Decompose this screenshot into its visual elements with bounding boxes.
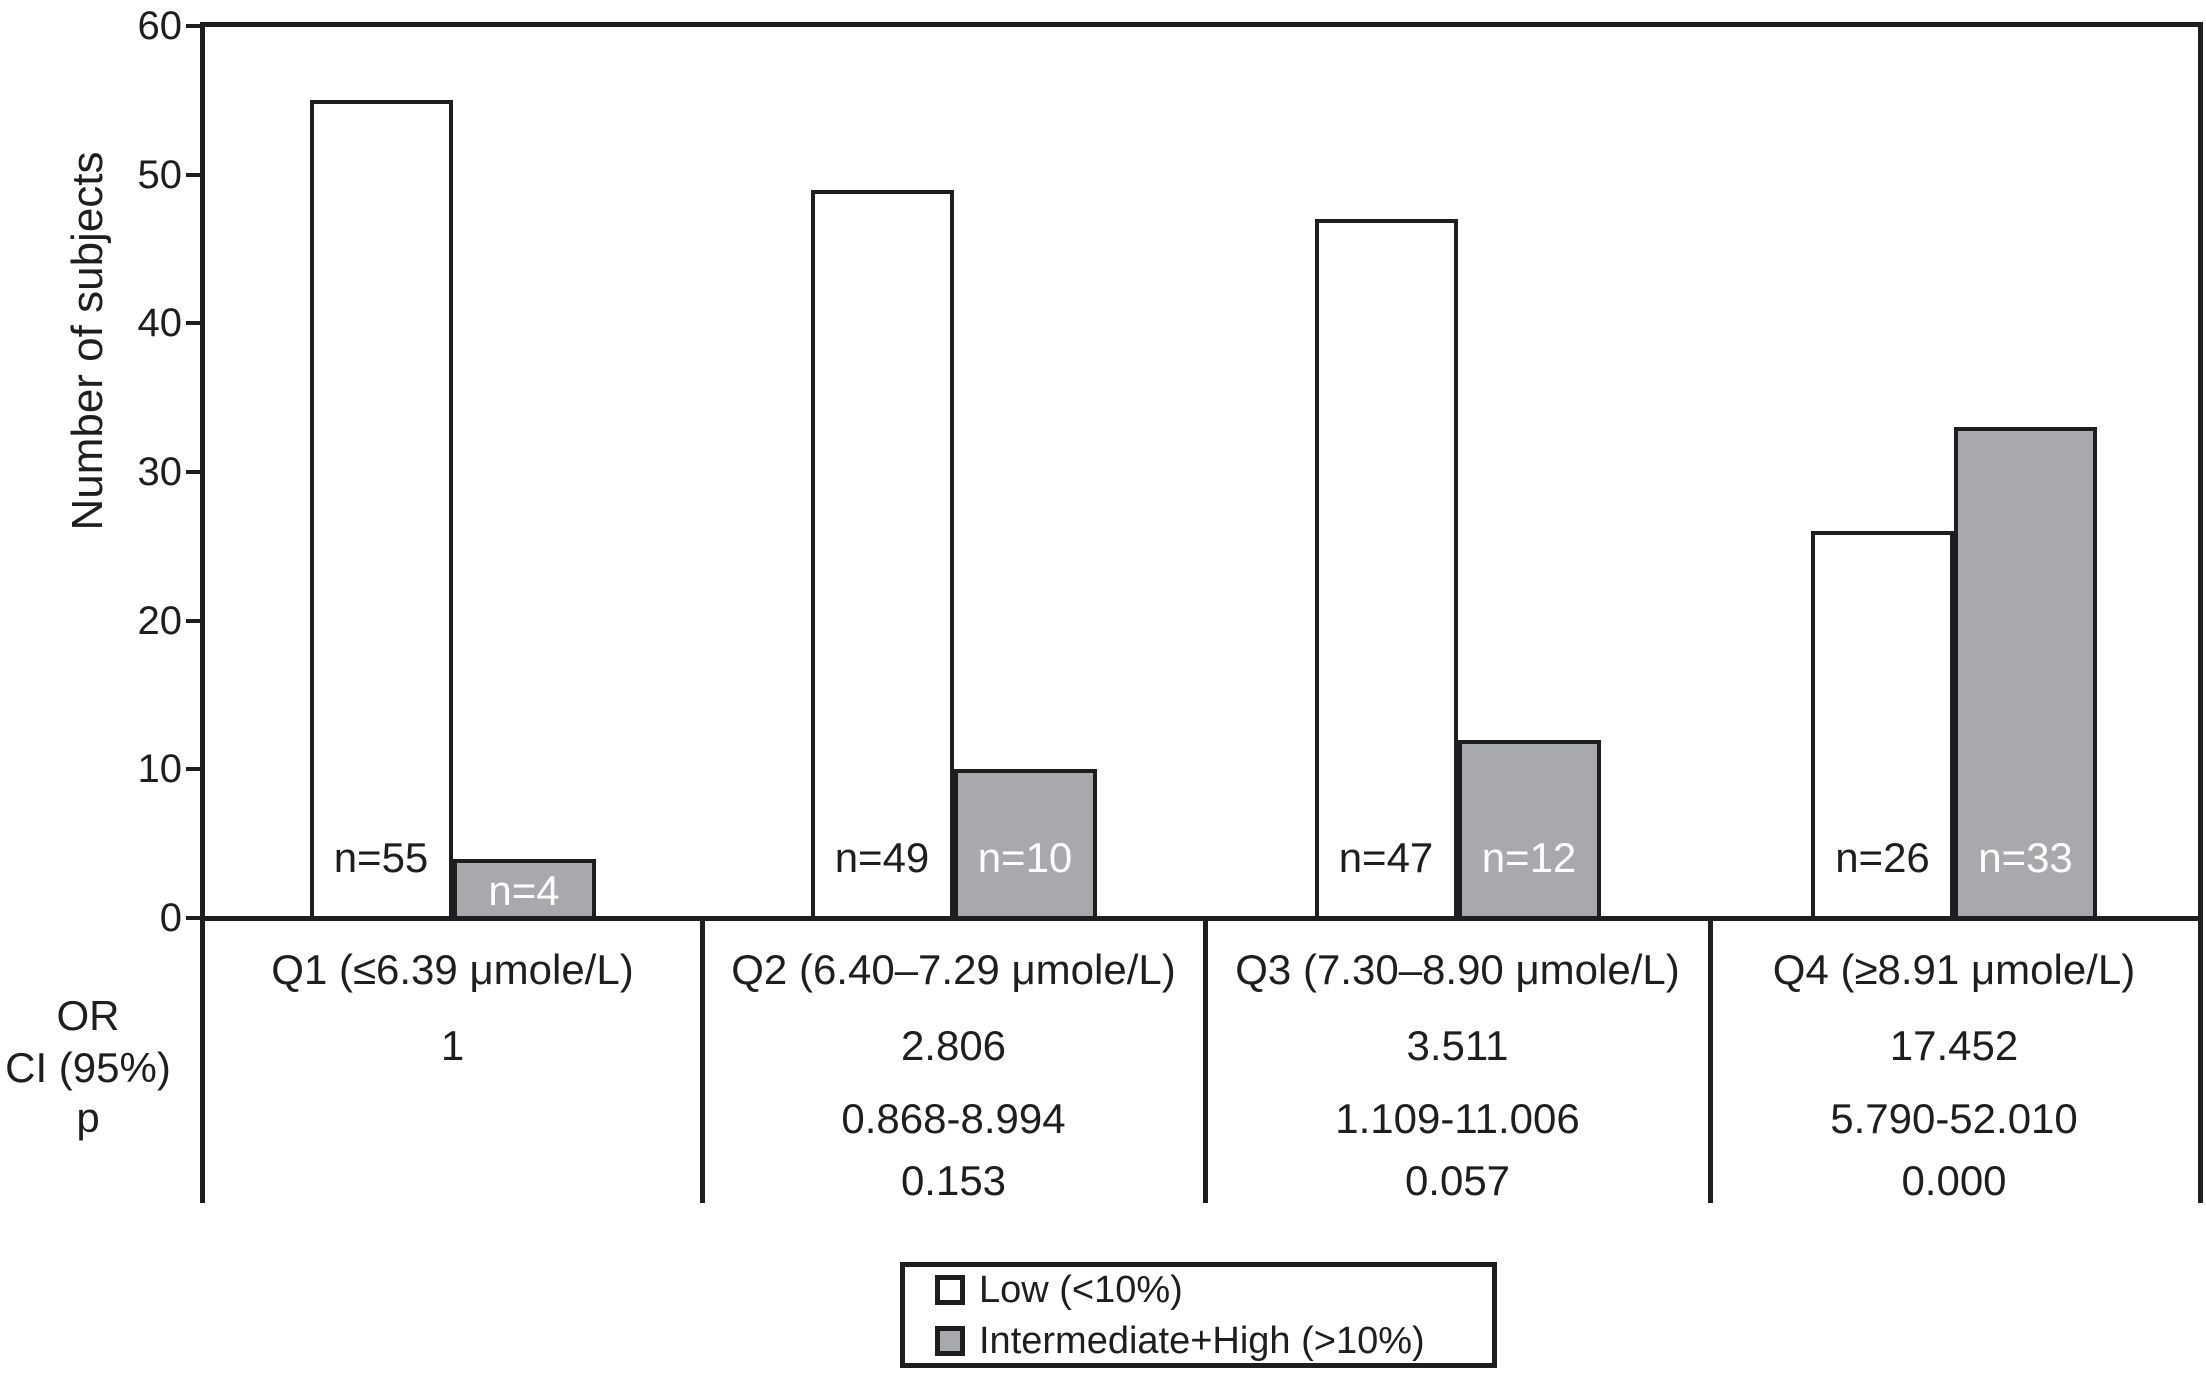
column-divider (1708, 916, 1713, 1203)
y-tick-label: 30 (137, 449, 183, 494)
bar-low (1811, 531, 1954, 920)
y-tick-mark (186, 172, 203, 177)
y-tick-label: 10 (137, 747, 183, 792)
or-value: 1 (440, 1022, 465, 1069)
category-label: Q2 (6.40–7.29 μmole/L) (731, 946, 1176, 993)
column-divider (2198, 916, 2203, 1203)
column-divider (1203, 916, 1208, 1203)
y-tick-mark (186, 321, 203, 326)
bar-count-label: n=47 (1338, 834, 1434, 881)
bar-count-label: n=4 (488, 867, 560, 915)
bar-count-label: n=33 (1978, 834, 2073, 881)
or-value: 3.511 (1406, 1022, 1509, 1069)
legend-item: Low (<10%) (935, 1269, 1492, 1311)
p-value: 0.153 (900, 1157, 1007, 1204)
bar-low (1314, 219, 1458, 920)
y-tick-mark (186, 23, 203, 28)
bar-count-label: n=49 (834, 834, 930, 881)
or-value: 17.452 (1889, 1022, 2019, 1069)
category-label: Q3 (7.30–8.90 μmole/L) (1235, 946, 1680, 993)
bar-count-label: n=26 (1835, 834, 1930, 881)
category-label: Q4 (≥8.91 μmole/L) (1772, 946, 2136, 993)
legend-swatch-intermediate-high (935, 1325, 965, 1356)
legend-swatch-low (935, 1274, 965, 1305)
y-tick-label: 0 (159, 896, 182, 940)
p-value: 0.000 (1901, 1157, 2007, 1204)
y-tick-mark (186, 767, 203, 772)
bar-intermediate-high (452, 858, 596, 920)
ci-value: 5.790-52.010 (1830, 1095, 2078, 1142)
y-tick-mark (186, 916, 203, 920)
bar-intermediate-high (953, 769, 1097, 920)
legend: Low (<10%) Intermediate+High (>10%) (900, 1262, 1497, 1368)
ci-value: 0.868-8.994 (841, 1095, 1066, 1142)
y-tick-label: 50 (137, 152, 183, 197)
ci-value: 1.109-11.006 (1335, 1095, 1580, 1142)
row-header-ci: CI (95%) (5, 1044, 171, 1091)
legend-item-label: Intermediate+High (>10%) (979, 1319, 1425, 1362)
legend-item: Intermediate+High (>10%) (935, 1320, 1492, 1362)
category-label: Q1 (≤6.39 μmole/L) (271, 946, 634, 993)
y-tick-mark (186, 469, 203, 474)
row-header-or: OR (56, 992, 120, 1039)
y-tick-label: 40 (137, 301, 183, 346)
bar-count-label: n=12 (1481, 834, 1577, 881)
row-header-p: p (76, 1094, 100, 1141)
column-divider (200, 916, 205, 1203)
or-value: 2.806 (900, 1022, 1007, 1069)
p-value: 0.057 (1404, 1157, 1511, 1204)
bar-count-label: n=10 (977, 834, 1073, 881)
bar-intermediate-high (1954, 427, 2097, 920)
y-tick-label: 20 (137, 598, 183, 643)
bar-count-label: n=55 (333, 834, 429, 881)
bar-low (309, 100, 453, 920)
y-tick-mark (186, 618, 203, 623)
y-tick-label: 60 (137, 3, 183, 48)
legend-item-label: Low (<10%) (979, 1268, 1183, 1311)
bar-low (810, 189, 954, 920)
bar-intermediate-high (1457, 739, 1601, 920)
column-divider (700, 916, 705, 1203)
